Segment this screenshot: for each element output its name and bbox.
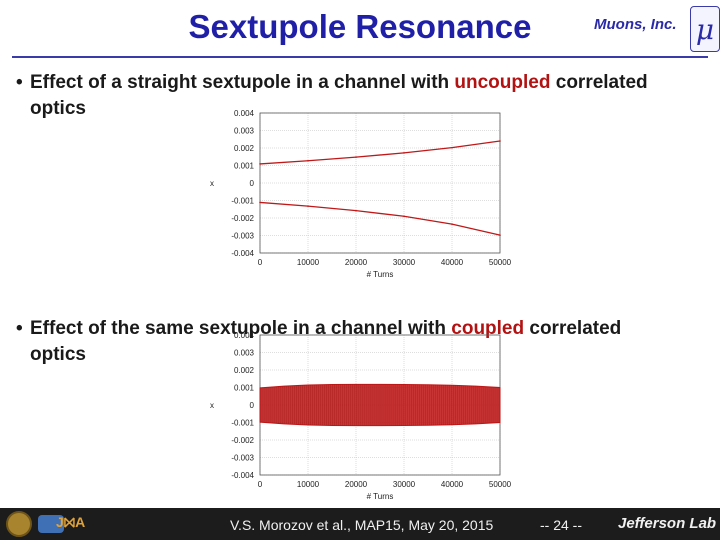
y-axis-label: x (210, 179, 214, 188)
plot-frame (259, 112, 501, 254)
data-point (355, 209, 357, 212)
bullet-text-pre: Effect of the same sextupole in a channe… (30, 318, 452, 339)
slide-title: Sextupole Resonance (188, 8, 532, 45)
x-tick-label: 10000 (297, 480, 320, 489)
data-point (307, 159, 309, 162)
bullet-text-line2: optics (30, 98, 86, 119)
data-point (451, 146, 453, 149)
x-tick-label: 20000 (345, 258, 368, 267)
jefferson-lab-logo: Jefferson Lab (618, 515, 717, 532)
y-tick-label: 0 (250, 401, 255, 410)
y-tick-label: -0.001 (231, 197, 254, 206)
data-point (307, 205, 309, 207)
y-tick-label: -0.002 (231, 214, 254, 223)
x-tick-label: 0 (258, 258, 263, 267)
data-point (451, 223, 453, 225)
x-tick-label: 40000 (441, 480, 464, 489)
x-tick-label: 10000 (297, 258, 320, 267)
bullet-coupled: • Effect of the same sextupole in a chann… (16, 316, 621, 368)
y-tick-label: -0.004 (231, 249, 254, 258)
data-point (499, 140, 501, 142)
x-tick-label: 50000 (489, 480, 512, 489)
y-tick-label: 0.001 (234, 162, 255, 171)
x-axis-label: # Turns (367, 492, 394, 501)
y-tick-label: 0.002 (234, 366, 255, 375)
bullet-text-line2: optics (30, 344, 86, 365)
y-tick-label: -0.003 (231, 232, 254, 241)
data-point (355, 156, 357, 158)
data-line-series-1 (259, 201, 501, 236)
data-line-series-0 (259, 140, 501, 165)
bullet-text-post: correlated (524, 318, 622, 339)
bullet-highlight: uncoupled (454, 72, 551, 93)
y-tick-label: 0.003 (234, 349, 255, 358)
data-point (403, 152, 405, 154)
data-point (403, 215, 405, 218)
x-tick-label: 0 (258, 480, 263, 489)
y-tick-label: -0.003 (231, 454, 254, 463)
footer-bar: J⨝A V.S. Morozov et al., MAP15, May 20, … (0, 508, 720, 540)
oscillation-band-series-0 (259, 383, 501, 427)
plot-uncoupled: 0 10000 20000 30000 40000 50000 0.004 0.003 0.00… (210, 109, 512, 279)
y-tick-label: 0.001 (234, 384, 255, 393)
data-point (259, 163, 261, 165)
doe-seal-icon (6, 511, 32, 537)
jsa-logo-text: J⨝A (56, 514, 86, 530)
mu-logo-icon: μ (690, 6, 720, 52)
data-point (259, 201, 261, 204)
x-tick-label: 50000 (489, 258, 512, 267)
data-point (499, 234, 501, 236)
y-tick-label: -0.004 (231, 471, 254, 480)
x-tick-label: 20000 (345, 480, 368, 489)
bullet-dot: • (16, 318, 23, 339)
x-tick-label: 30000 (393, 258, 416, 267)
footer-citation: V.S. Morozov et al., MAP15, May 20, 2015 (230, 517, 494, 533)
page-number: -- 24 -- (540, 517, 582, 533)
y-tick-label: 0.002 (234, 144, 255, 153)
y-axis-label: x (210, 401, 214, 410)
y-tick-label: 0.004 (234, 331, 255, 340)
x-tick-label: 30000 (393, 480, 416, 489)
bullet-highlight: coupled (451, 318, 525, 339)
y-tick-label: 0 (250, 179, 255, 188)
bullet-text-post: correlated (550, 72, 648, 93)
plot-coupled: 0 10000 20000 30000 40000 50000 0.004 0.003 0.00… (210, 331, 512, 501)
jsa-logo-icon (38, 515, 64, 533)
x-tick-label: 40000 (441, 258, 464, 267)
y-tick-label: -0.001 (231, 419, 254, 428)
x-axis-label: # Turns (367, 270, 394, 279)
header-divider (12, 56, 708, 58)
bullet-dot: • (16, 72, 23, 93)
bullet-uncoupled: • Effect of a straight sextupole in a cha… (16, 70, 648, 122)
muons-inc-logo: Muons, Inc. (594, 16, 677, 33)
y-tick-label: 0.003 (234, 127, 255, 136)
y-tick-label: -0.002 (231, 436, 254, 445)
y-tick-label: 0.004 (234, 109, 255, 118)
bullet-text-pre: Effect of a straight sextupole in a chan… (30, 72, 455, 93)
